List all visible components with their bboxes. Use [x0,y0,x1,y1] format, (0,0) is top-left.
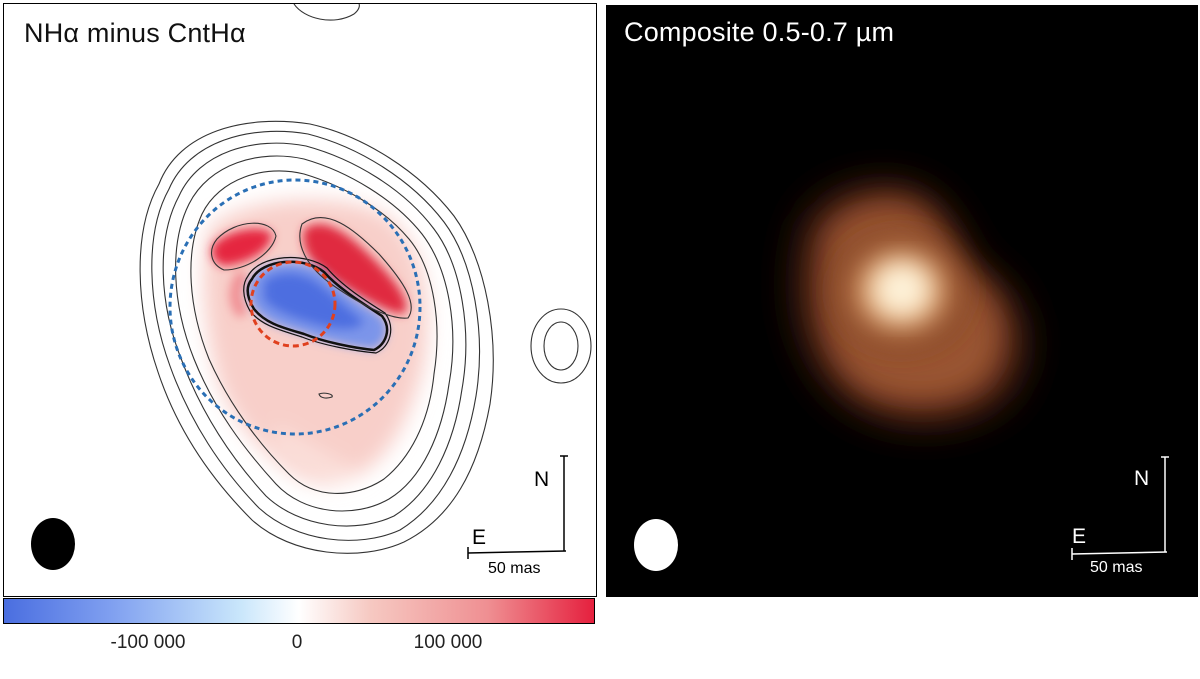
outer-aperture-circle [168,178,422,436]
compass-arrows [467,455,568,559]
positive-lobes [211,223,407,319]
colorbar-tick-label: -100 000 [110,632,186,653]
compass-east-label: E [1072,525,1087,548]
inner-aperture-circle [249,260,337,348]
colorbar-tick-label: 0 [291,632,303,653]
colorbar-tick-label: 100 000 [413,632,483,653]
composite-image [634,185,1169,571]
panel-title: NHα minus CntHα [24,18,246,48]
compass-arrows [1071,456,1169,560]
compass-east-label: E [472,526,487,549]
scale-bar-label: 50 mas [488,560,541,577]
intensity-contours [139,4,592,554]
panel-title: Composite 0.5-0.7 µm [624,17,895,47]
composite-image-panel: Composite 0.5-0.7 µm N E 50 mas [606,5,1198,597]
beam-ellipse [634,519,678,571]
colorbar [3,598,595,624]
compass-north-label: N [1134,467,1150,490]
difference-image-panel: NHα minus CntHα N E 50 mas [3,3,597,597]
star-emission [798,185,1024,424]
scale-bar-label: 50 mas [1090,559,1143,576]
difference-map [31,4,592,570]
negative-core [243,256,392,354]
beam-ellipse [31,518,75,570]
compass-north-label: N [534,468,550,491]
